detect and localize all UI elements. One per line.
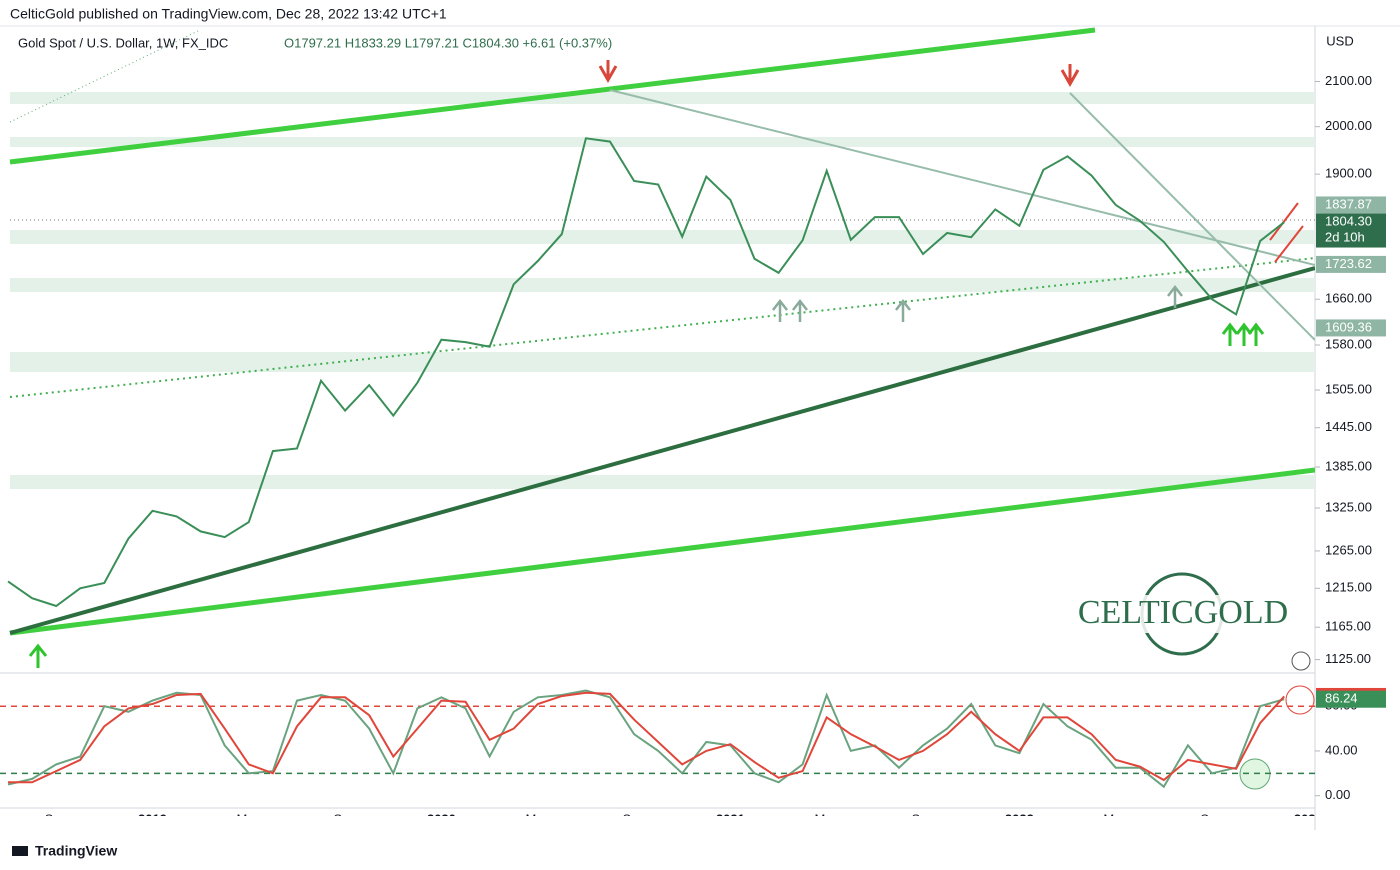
- zone: [10, 278, 1315, 292]
- legend-title: Gold Spot / U.S. Dollar, 1W, FX_IDC: [18, 35, 228, 50]
- price-tag-label: 1609.36: [1325, 319, 1372, 334]
- x-tick-label: 2021: [716, 811, 745, 826]
- logo-back: [1074, 595, 1294, 633]
- y-tick-label: 1580.00: [1325, 336, 1372, 351]
- x-tick-label: Sep: [45, 811, 68, 826]
- y-tick-label: 1505.00: [1325, 381, 1372, 396]
- zone: [10, 475, 1315, 489]
- price-tag-label: 1837.87: [1325, 196, 1372, 211]
- header: CelticGold published on TradingView.com,…: [10, 6, 447, 22]
- support-line: [9, 266, 1315, 635]
- y-tick-label: 1900.00: [1325, 166, 1372, 181]
- y-tick-label: 1265.00: [1325, 542, 1372, 557]
- zone: [10, 92, 1315, 104]
- line: [7, 137, 1285, 608]
- x-tick-label: Sep: [911, 811, 934, 826]
- logo: CELTICGOLD: [1074, 572, 1294, 656]
- channel-top: [9, 27, 1096, 165]
- y-tick-label: 1125.00: [1325, 651, 1371, 666]
- y-tick-label: 1445.00: [1325, 419, 1372, 434]
- price-tag-label: 1723.62: [1325, 256, 1372, 271]
- y-tick-label: 2100.00: [1325, 73, 1372, 88]
- drawings: [9, 27, 1315, 790]
- y-tick-label: 1165.00: [1325, 619, 1371, 634]
- zone: [10, 137, 1315, 147]
- x-tick-label: 2019: [138, 811, 167, 826]
- watermark: CELTICGOLD: [1078, 594, 1288, 631]
- price-tag: [1316, 213, 1386, 248]
- price-tag-label: 1804.30: [1325, 213, 1372, 228]
- y-tick-label: 1215.00: [1325, 580, 1372, 595]
- legend-ohlc: O1797.21 H1833.29 L1797.21 C1804.30 +6.6…: [284, 35, 612, 50]
- y-tick-label: 1385.00: [1325, 458, 1372, 473]
- price-tag: [1316, 255, 1386, 273]
- legend: Gold Spot / U.S. Dollar, 1W, FX_IDC O179…: [18, 35, 612, 50]
- arrow-up: [1221, 322, 1265, 346]
- price-tag-label: 86.24: [1325, 691, 1358, 706]
- price-tag: [1316, 196, 1386, 214]
- resistance-line: [609, 89, 1315, 266]
- x-tick-label: 2023: [1294, 811, 1323, 826]
- price-tag: [1316, 690, 1386, 708]
- line: [7, 689, 1285, 789]
- tv-logo: [12, 846, 28, 856]
- x-tick-label: May: [237, 811, 262, 826]
- channel-bottom: [9, 467, 1315, 636]
- y-tick-label: 0.00: [1325, 787, 1350, 802]
- arrow-down: [598, 60, 618, 84]
- x-tick-label: May: [1103, 811, 1128, 826]
- y-tick-label: 40.00: [1325, 742, 1358, 757]
- flag: [1269, 202, 1304, 263]
- plot: [0, 137, 1315, 789]
- y-tick-label: 2000.00: [1325, 118, 1372, 133]
- footer: TradingView: [35, 843, 117, 859]
- arrow-down: [1060, 64, 1080, 88]
- trendline: [9, 257, 1315, 398]
- resistance-line: [1069, 92, 1315, 341]
- highlight: [1285, 685, 1315, 715]
- price-tag: [1316, 319, 1386, 337]
- x-tick-label: Sep: [623, 811, 646, 826]
- x-axis: Sep 2019 May Sep 2020 May Sep 2021 May Sep 2022 May…: [45, 811, 1323, 826]
- arrow-up: [28, 643, 48, 668]
- y-tick-label: 1325.00: [1325, 499, 1372, 514]
- zone: [10, 230, 1315, 244]
- x-tick-label: May: [814, 811, 839, 826]
- zone: [10, 352, 1315, 372]
- x-tick-label: Sep: [1200, 811, 1223, 826]
- arrow-up: [772, 284, 1183, 322]
- countdown: 2d 10h: [1325, 229, 1365, 244]
- x-tick-label: May: [525, 811, 550, 826]
- x-tick-label: 2020: [427, 811, 456, 826]
- icon: [1291, 651, 1311, 671]
- y-tick-label: 1660.00: [1325, 291, 1372, 306]
- x-tick-label: Sep: [334, 811, 357, 826]
- axis-unit: USD: [1326, 33, 1353, 48]
- x-tick-label: 2022: [1005, 811, 1034, 826]
- line: [8, 691, 1285, 784]
